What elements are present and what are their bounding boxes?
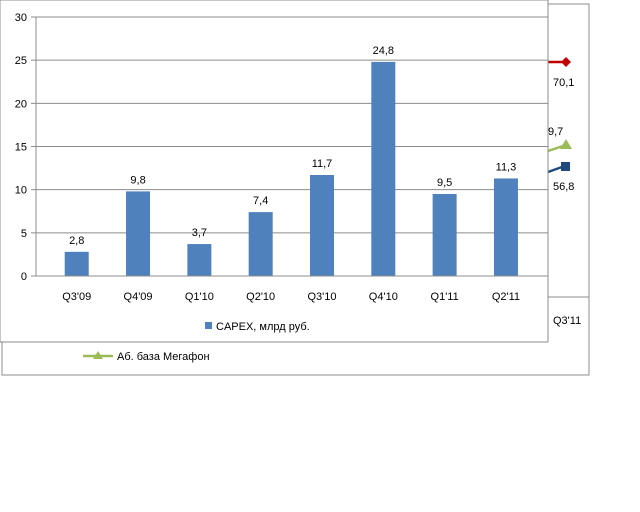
bar [64, 251, 89, 276]
bar [248, 212, 273, 276]
background-line-navy [547, 165, 563, 174]
data-label: 9,5 [437, 177, 452, 189]
y-tick-label: 20 [15, 98, 27, 110]
bars [64, 61, 518, 276]
x-tick-label: Q2'10 [246, 291, 275, 303]
data-label: 11,7 [312, 158, 333, 170]
x-tick-label: Q4'10 [369, 291, 398, 303]
data-label: 9,8 [130, 174, 145, 186]
bar [309, 174, 334, 276]
x-tick-label: Q4'09 [124, 291, 153, 303]
background-legend-label: Аб. база Мегафон [117, 351, 210, 363]
background-data-label: 56,8 [553, 181, 574, 193]
background-legend-marker [93, 351, 103, 359]
legend-swatch [205, 322, 212, 329]
chart-frame [0, 0, 549, 343]
y-tick-label: 0 [21, 271, 27, 283]
y-tick-label: 5 [21, 228, 27, 240]
background-line-green [547, 144, 564, 153]
x-axis-ticks: Q3'09 Q4'09 Q1'10 Q2'10 Q3'10 Q4'10 Q1'11 Q2'11 [62, 291, 520, 303]
data-label: 24,8 [373, 45, 394, 57]
y-tick-label: 15 [15, 142, 27, 154]
x-tick-label: Q2'11 [492, 291, 520, 303]
background-data-label: 70,1 [553, 77, 574, 89]
bar [493, 178, 518, 276]
background-x-tick-label: Q3'11 [553, 315, 581, 327]
legend: CAPEX, млрд руб. [205, 321, 310, 333]
data-labels: 2,8 9,8 3,7 7,4 11,7 24,8 9,5 11,3 [69, 45, 516, 247]
data-label: 7,4 [253, 195, 268, 207]
bar [187, 244, 212, 276]
background-data-label: 9,7 [548, 126, 563, 138]
y-tick-label: 30 [15, 12, 27, 24]
data-label: 11,3 [496, 161, 517, 173]
y-axis-ticks: 0 5 10 15 20 25 30 [15, 12, 36, 283]
background-marker-diamond [561, 57, 571, 67]
bar [432, 193, 457, 276]
data-label: 2,8 [69, 235, 84, 247]
x-tick-label: Q1'11 [431, 291, 459, 303]
x-tick-label: Q1'10 [185, 291, 214, 303]
legend-label: CAPEX, млрд руб. [216, 321, 310, 333]
bar [126, 191, 151, 276]
bar [371, 61, 396, 276]
data-label: 3,7 [192, 227, 207, 239]
y-tick-label: 25 [15, 55, 27, 67]
background-marker-triangle [560, 139, 572, 149]
background-marker-square [561, 162, 570, 171]
capex-chart: 0 5 10 15 20 25 30 2,8 9,8 3,7 7,4 11,7 24,8 9,5 11,3… [0, 0, 549, 343]
x-tick-label: Q3'10 [307, 291, 336, 303]
gridlines [36, 16, 548, 234]
y-tick-label: 10 [15, 185, 27, 197]
x-tick-label: Q3'09 [62, 291, 91, 303]
